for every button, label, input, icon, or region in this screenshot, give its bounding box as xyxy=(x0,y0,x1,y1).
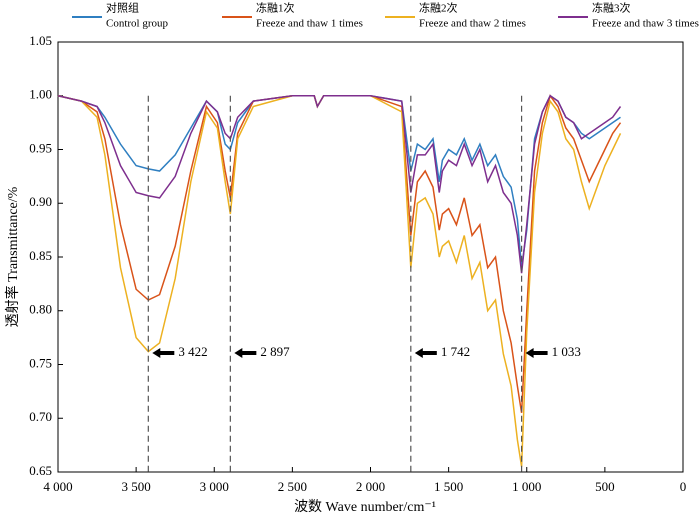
annotation-arrow xyxy=(414,348,437,358)
series-line xyxy=(57,94,622,413)
annotation-arrow xyxy=(525,348,548,358)
y-tick-label: 0.85 xyxy=(29,248,52,263)
y-tick-label: 1.05 xyxy=(29,33,52,48)
legend-label: Freeze and thaw 2 times xyxy=(419,18,526,30)
y-tick-label: 0.70 xyxy=(29,409,52,424)
legend-label: Freeze and thaw 1 times xyxy=(256,18,363,30)
legend-label: 冻融3次 xyxy=(592,1,631,15)
series-line xyxy=(57,95,622,467)
x-tick-label: 1 000 xyxy=(512,479,541,494)
y-tick-label: 0.75 xyxy=(29,355,52,370)
x-tick-label: 2 000 xyxy=(356,479,385,494)
y-tick-label: 1.00 xyxy=(29,87,52,102)
legend-label: Control group xyxy=(106,18,169,30)
x-tick-label: 4 000 xyxy=(43,479,72,494)
x-tick-label: 3 500 xyxy=(122,479,151,494)
y-tick-label: 0.95 xyxy=(29,140,52,155)
y-tick-label: 0.65 xyxy=(29,463,52,478)
plot-frame xyxy=(57,41,684,473)
annotation-arrow xyxy=(234,348,257,358)
y-axis-label: 透射率 Transmittance/% xyxy=(4,186,21,327)
annotation-label: 1 742 xyxy=(441,344,470,359)
x-axis-label: 波数 Wave number/cm⁻¹ xyxy=(294,499,436,515)
legend-label: Freeze and thaw 3 times xyxy=(592,18,699,30)
annotation-label: 2 897 xyxy=(260,344,290,359)
legend-label: 对照组 xyxy=(106,1,139,15)
y-tick-label: 0.80 xyxy=(29,302,52,317)
x-tick-label: 500 xyxy=(595,479,615,494)
x-tick-label: 1 500 xyxy=(434,479,463,494)
x-tick-label: 0 xyxy=(680,479,687,494)
legend-label: 冻融1次 xyxy=(256,1,295,15)
annotation-label: 1 033 xyxy=(552,344,581,359)
legend-label: 冻融2次 xyxy=(419,1,458,15)
x-tick-label: 2 500 xyxy=(278,479,307,494)
annotation-arrow xyxy=(152,348,175,358)
series-line xyxy=(57,94,622,274)
y-tick-label: 0.90 xyxy=(29,194,52,209)
annotation-label: 3 422 xyxy=(178,344,207,359)
x-tick-label: 3 000 xyxy=(200,479,229,494)
